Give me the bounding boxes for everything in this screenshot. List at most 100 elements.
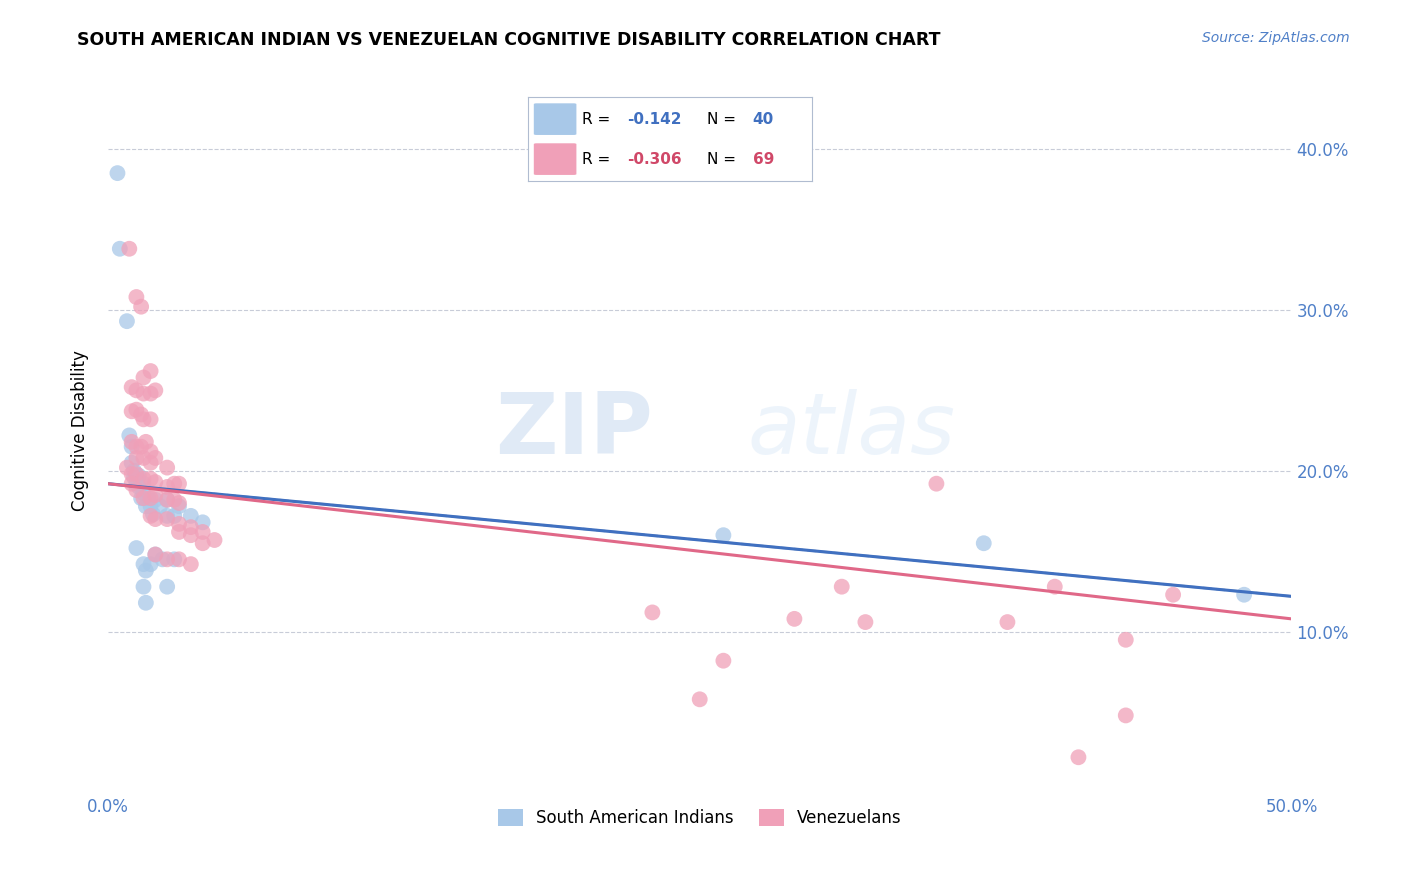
Point [135,434,157,449]
Point [143,450,166,465]
Point [156,460,179,475]
Point [125,476,148,491]
Point [167,524,190,539]
Point [997,615,1019,629]
Point [121,467,143,481]
Point [107,166,129,180]
Y-axis label: Cognitive Disability: Cognitive Disability [72,351,89,511]
Point [121,476,143,491]
Point [125,467,148,481]
Point [129,491,152,505]
Point [204,533,226,547]
Point [1115,632,1137,647]
Point [121,456,143,470]
Point [152,552,174,566]
Point [689,692,711,706]
Point [641,606,664,620]
Point [713,528,735,542]
Point [139,472,162,486]
Point [108,242,131,256]
Point [129,300,152,314]
Legend: South American Indians, Venezuelans: South American Indians, Venezuelans [489,800,910,835]
Point [121,434,143,449]
Point [125,468,148,483]
Point [139,364,162,378]
Point [135,500,157,514]
Point [132,580,155,594]
Point [129,408,152,422]
Point [132,412,155,426]
Point [122,464,145,478]
Point [139,557,162,571]
Point [132,472,155,486]
Point [163,476,186,491]
Point [143,475,166,489]
Point [143,488,166,502]
Point [831,580,853,594]
Point [122,470,145,484]
Text: SOUTH AMERICAN INDIAN VS VENEZUELAN COGNITIVE DISABILITY CORRELATION CHART: SOUTH AMERICAN INDIAN VS VENEZUELAN COGN… [77,31,941,49]
Point [132,386,155,401]
Point [128,480,150,494]
Point [191,516,214,530]
Point [115,460,138,475]
Text: Source: ZipAtlas.com: Source: ZipAtlas.com [1202,31,1350,45]
Point [125,384,148,398]
Point [167,476,190,491]
Point [143,548,166,562]
Point [713,654,735,668]
Point [139,444,162,458]
Point [132,450,155,465]
Point [128,468,150,483]
Point [156,492,179,507]
Point [973,536,995,550]
Point [167,496,190,510]
Text: ZIP: ZIP [495,389,652,472]
Point [139,412,162,426]
Point [135,596,157,610]
Point [156,480,179,494]
Point [115,314,138,328]
Point [143,548,166,562]
Point [167,516,190,531]
Point [139,500,162,514]
Point [156,580,179,594]
Point [167,552,190,566]
Point [1161,588,1184,602]
Point [132,476,155,491]
Point [1115,708,1137,723]
Point [129,440,152,454]
Point [1067,750,1090,764]
Point [180,520,202,534]
Point [142,508,165,522]
Point [136,491,159,505]
Point [1043,580,1066,594]
Point [149,500,172,514]
Point [132,557,155,571]
Point [132,491,155,505]
Point [125,483,148,497]
Point [125,440,148,454]
Point [156,508,179,523]
Point [118,242,141,256]
Point [143,492,166,507]
Point [132,486,155,500]
Point [180,528,202,542]
Point [156,552,179,566]
Point [163,508,186,523]
Point [118,428,141,442]
Point [855,615,877,629]
Point [135,564,157,578]
Point [783,612,806,626]
Point [1233,588,1256,602]
Point [163,552,186,566]
Point [132,370,155,384]
Point [191,536,214,550]
Text: atlas: atlas [747,389,955,472]
Point [121,440,143,454]
Point [139,456,162,470]
Point [139,508,162,523]
Point [180,557,202,571]
Point [180,508,202,523]
Point [156,492,179,507]
